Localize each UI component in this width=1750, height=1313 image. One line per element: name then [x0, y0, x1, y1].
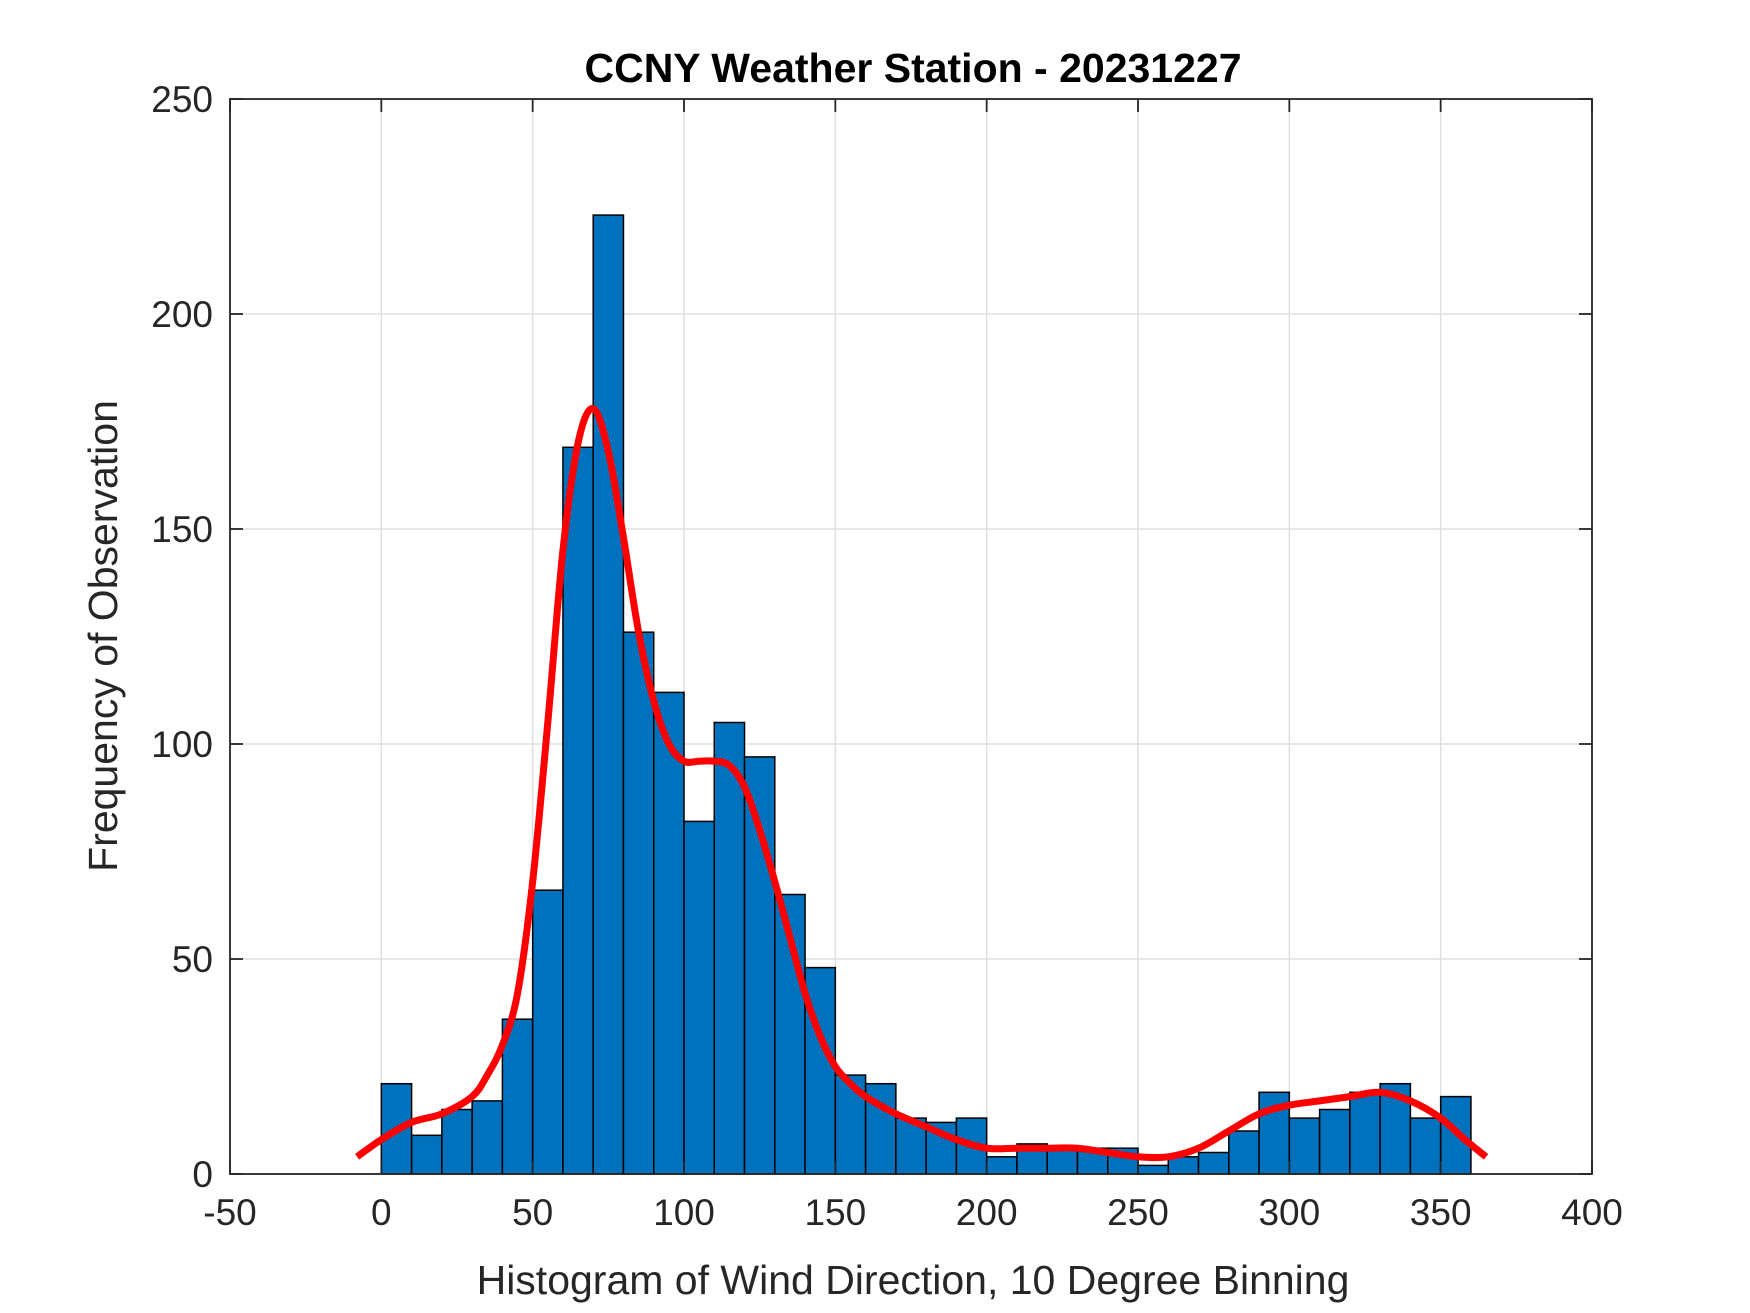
histogram-bar	[1137, 1164, 1170, 1175]
y-tick-label: 150	[151, 509, 213, 550]
histogram-bar	[1197, 1151, 1230, 1175]
x-tick-label: 200	[956, 1192, 1018, 1233]
x-tick-label: 250	[1107, 1192, 1169, 1233]
y-tick-label: 250	[151, 79, 213, 120]
y-axis-label: Frequency of Observation	[80, 400, 126, 872]
fit-curve-layer	[355, 405, 1489, 1162]
tick-marks	[229, 98, 1593, 1175]
x-tick-label: 150	[804, 1192, 866, 1233]
x-tick-label: 400	[1561, 1192, 1623, 1233]
axes-box	[229, 98, 1593, 1175]
y-tick-label: 50	[172, 939, 213, 980]
x-tick-label: 350	[1410, 1192, 1472, 1233]
x-tick-label: -50	[203, 1192, 256, 1233]
histogram-bar	[501, 1018, 534, 1175]
y-tick-label: 100	[151, 724, 213, 765]
histogram-bar	[1288, 1117, 1321, 1175]
histogram-bar	[1349, 1091, 1381, 1175]
x-tick-label: 300	[1258, 1192, 1320, 1233]
fit-curve-line	[355, 405, 1489, 1162]
histogram-bar	[985, 1156, 1018, 1175]
axes-frame	[229, 98, 1593, 1175]
histogram-bar	[1409, 1117, 1442, 1175]
y-tick-label: 0	[192, 1154, 213, 1195]
x-tick-label: 50	[512, 1192, 553, 1233]
x-tick-labels: -50 0 50 100 150 200 250 300 350 400	[203, 1192, 1623, 1233]
histogram-bar	[592, 214, 625, 1175]
histogram-bar	[1318, 1108, 1351, 1175]
plot-area	[230, 99, 1592, 1174]
chart-title: CCNY Weather Station - 20231227	[584, 45, 1241, 91]
histogram-bar	[683, 820, 716, 1175]
histogram-bar	[622, 631, 655, 1175]
y-tick-labels: 0 50 100 150 200 250	[151, 79, 213, 1195]
histogram-bar	[531, 889, 564, 1175]
histogram-bar	[1228, 1130, 1260, 1175]
histogram-bar	[410, 1134, 443, 1175]
x-tick-label: 0	[371, 1192, 392, 1233]
x-axis-label: Histogram of Wind Direction, 10 Degree B…	[477, 1257, 1350, 1303]
histogram-bar	[562, 446, 594, 1175]
histogram-bar	[471, 1100, 504, 1175]
histogram-bar	[441, 1108, 473, 1175]
x-tick-label: 100	[653, 1192, 715, 1233]
histogram-bar	[1046, 1147, 1079, 1175]
histogram-bar	[713, 721, 746, 1175]
y-tick-label: 200	[151, 294, 213, 335]
histogram-bar	[652, 691, 685, 1175]
